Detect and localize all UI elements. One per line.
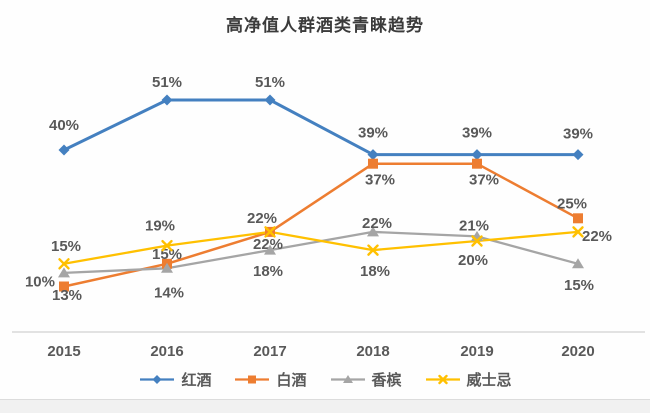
series-line-whisky <box>62 230 580 265</box>
marker-champagne <box>58 267 70 278</box>
legend-key-diamond-icon <box>140 375 175 384</box>
data-label-red-wine: 39% <box>462 125 492 142</box>
series-line-red-wine <box>62 98 580 157</box>
legend-label-red-wine: 红酒 <box>181 372 212 389</box>
x-axis-tick: 2020 <box>561 343 594 360</box>
marker-whisky <box>471 235 483 247</box>
data-label-whisky: 22% <box>247 210 277 227</box>
data-label-baijiu: 37% <box>365 172 395 189</box>
marker-whisky <box>572 226 584 238</box>
marker-champagne <box>572 258 584 269</box>
marker-champagne <box>264 244 276 255</box>
marker-champagne <box>161 262 173 273</box>
legend-item-whisky: 威士忌 <box>424 369 512 390</box>
marker-whisky <box>264 226 276 238</box>
marker-red-wine <box>367 149 379 161</box>
series-line-baijiu <box>62 162 580 288</box>
data-label-baijiu: 37% <box>469 172 499 189</box>
data-label-whisky: 15% <box>51 238 81 255</box>
marker-red-wine <box>58 144 70 156</box>
marker-baijiu <box>368 158 378 169</box>
data-label-whisky: 18% <box>360 263 390 280</box>
marker-red-wine <box>161 94 173 106</box>
marker-whisky <box>58 258 70 270</box>
x-axis-tick: 2019 <box>460 343 493 360</box>
data-label-baijiu: 15% <box>152 246 182 263</box>
x-axis-tick: 2017 <box>253 343 286 360</box>
data-label-champagne: 13% <box>52 287 82 304</box>
data-label-red-wine: 51% <box>152 74 182 91</box>
chart-legend: 红酒 白酒 香槟 威士忌 <box>0 369 650 390</box>
legend-item-champagne: 香槟 <box>329 369 402 390</box>
data-label-whisky: 22% <box>582 228 612 245</box>
legend-key-x-icon <box>425 374 460 385</box>
x-axis-tick: 2018 <box>356 343 389 360</box>
chart-title: 高净值人群酒类青睐趋势 <box>226 16 424 35</box>
data-label-red-wine: 39% <box>358 125 388 142</box>
data-label-champagne: 21% <box>459 217 489 234</box>
marker-whisky <box>437 374 448 385</box>
marker-baijiu <box>59 281 69 292</box>
legend-key-triangle-icon <box>330 375 365 383</box>
data-label-red-wine: 40% <box>49 117 79 134</box>
marker-red-wine <box>152 375 162 384</box>
marker-red-wine <box>572 149 584 161</box>
marker-red-wine <box>471 149 483 161</box>
marker-whisky <box>367 244 379 256</box>
data-label-champagne: 18% <box>253 263 283 280</box>
data-label-whisky: 20% <box>458 252 488 269</box>
marker-champagne <box>342 375 353 383</box>
legend-label-whisky: 威士忌 <box>466 372 512 389</box>
marker-baijiu <box>248 375 257 384</box>
bottom-divider <box>0 399 650 413</box>
marker-baijiu <box>573 213 583 224</box>
data-label-champagne: 22% <box>362 215 392 232</box>
legend-key-square-icon <box>235 375 270 384</box>
x-axis-tick: 2016 <box>150 343 183 360</box>
x-axis-tick: 2015 <box>47 343 80 360</box>
marker-champagne <box>367 226 379 237</box>
marker-red-wine <box>264 94 276 106</box>
data-label-baijiu: 22% <box>253 236 283 253</box>
data-label-whisky: 19% <box>145 218 175 235</box>
marker-baijiu <box>472 158 482 169</box>
legend-label-champagne: 香槟 <box>371 372 402 389</box>
data-label-champagne: 14% <box>154 284 184 301</box>
data-label-champagne: 15% <box>564 277 594 294</box>
data-label-baijiu: 25% <box>557 195 587 212</box>
legend-item-red-wine: 红酒 <box>138 369 211 390</box>
marker-whisky <box>161 239 173 252</box>
legend-item-baijiu: 白酒 <box>233 369 307 390</box>
data-label-baijiu: 10% <box>25 274 55 291</box>
legend-label-baijiu: 白酒 <box>276 372 307 389</box>
data-label-red-wine: 51% <box>255 74 285 91</box>
data-label-red-wine: 39% <box>563 126 593 143</box>
